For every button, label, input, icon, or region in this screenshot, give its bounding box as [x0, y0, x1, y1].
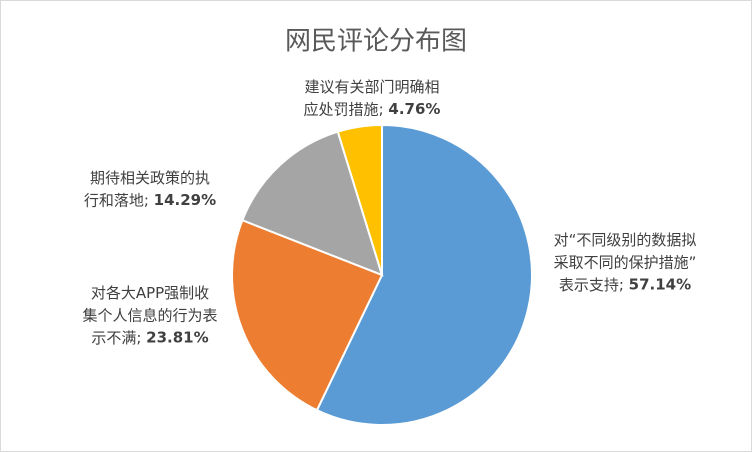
data-label-separator: ; — [144, 191, 154, 209]
chart-title: 网民评论分布图 — [285, 27, 467, 57]
pie-slice — [231, 218, 384, 412]
data-label-category: 建议有关部门明确相应处罚措施 — [304, 78, 440, 119]
data-label-value: 23.81% — [146, 329, 208, 347]
data-label-value: 14.29% — [154, 191, 216, 209]
data-label-category: 对各大APP强制收集个人信息的行为表示不满 — [82, 284, 217, 347]
pie-slice — [315, 123, 533, 426]
data-label-separator: ; — [619, 276, 629, 294]
pie-slice — [336, 123, 383, 276]
data-label-value: 4.76% — [388, 100, 440, 118]
pie-slice — [241, 130, 384, 277]
data-label-category: 对“不同级别的数据拟采取不同的保护措施”表示支持 — [554, 231, 697, 294]
data-label-category: 期待相关政策的执行和落地 — [84, 169, 210, 210]
data-label-separator: ; — [379, 100, 389, 118]
data-label-value: 57.14% — [629, 276, 691, 294]
data-label-separator: ; — [136, 329, 146, 347]
